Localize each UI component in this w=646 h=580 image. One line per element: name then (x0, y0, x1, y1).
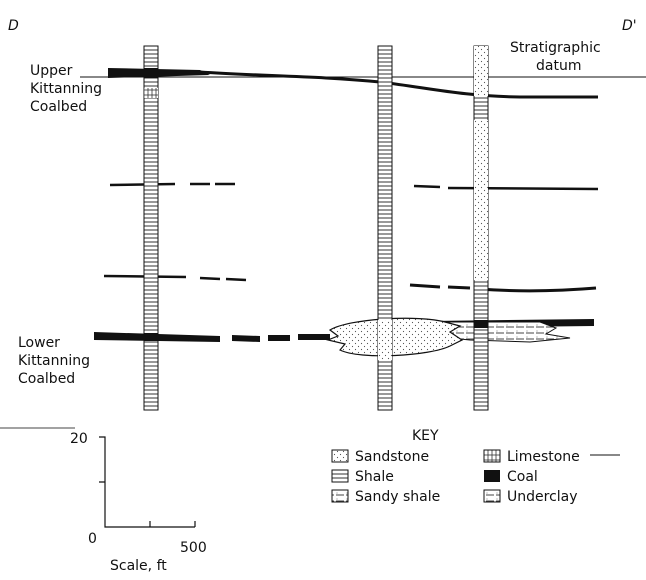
borehole-coal (474, 320, 488, 328)
datum-label: datum (536, 58, 581, 74)
borehole (144, 46, 158, 410)
key-label: Coal (507, 469, 538, 485)
scale-caption: Scale, ft (110, 558, 167, 574)
coal-label: Coalbed (18, 371, 75, 387)
section-label: D' (622, 18, 637, 34)
scale-label: 500 (180, 540, 207, 556)
key-label: Limestone (507, 449, 580, 465)
page: {"section": {"left_label": "D", "right_l… (0, 0, 646, 576)
key-label: Shale (355, 469, 394, 485)
key-swatch (332, 470, 348, 482)
coal-bed (410, 285, 596, 291)
key-label: Sandstone (355, 449, 429, 465)
key-label: Sandy shale (355, 489, 440, 505)
scale-label: 0 (88, 531, 97, 547)
coal-label: Lower (18, 335, 60, 351)
key-swatch (484, 490, 500, 502)
coal-bed (200, 72, 598, 97)
coal-bed (94, 332, 330, 342)
coal-bed (414, 186, 598, 189)
key-swatch (332, 450, 348, 462)
coal-label: Upper (30, 63, 73, 79)
borehole-sandstone (474, 46, 488, 96)
scale-label: 20 (70, 431, 88, 447)
sandstone-lens (328, 318, 462, 356)
key-swatch (484, 450, 500, 462)
key-swatch (484, 470, 500, 482)
datum-label: Stratigraphic (510, 40, 601, 56)
key-swatch (332, 490, 348, 502)
borehole-coal (144, 68, 158, 78)
coal-label: Coalbed (30, 99, 87, 115)
coal-label: Kittanning (30, 81, 102, 97)
cross-section: D D' Upper Kittanning Coalbed Stratigrap… (0, 0, 646, 576)
key-title: KEY (412, 428, 439, 444)
borehole-limestone (144, 88, 158, 98)
borehole-sandstone (474, 120, 488, 280)
section-label: D (8, 18, 19, 34)
key-label: Underclay (507, 489, 578, 505)
coal-bed (110, 184, 235, 185)
scale-bar (99, 437, 195, 527)
coal-label: Kittanning (18, 353, 90, 369)
borehole-sandstone (378, 320, 392, 360)
borehole-coal (144, 333, 158, 341)
coal-bed (104, 276, 246, 280)
